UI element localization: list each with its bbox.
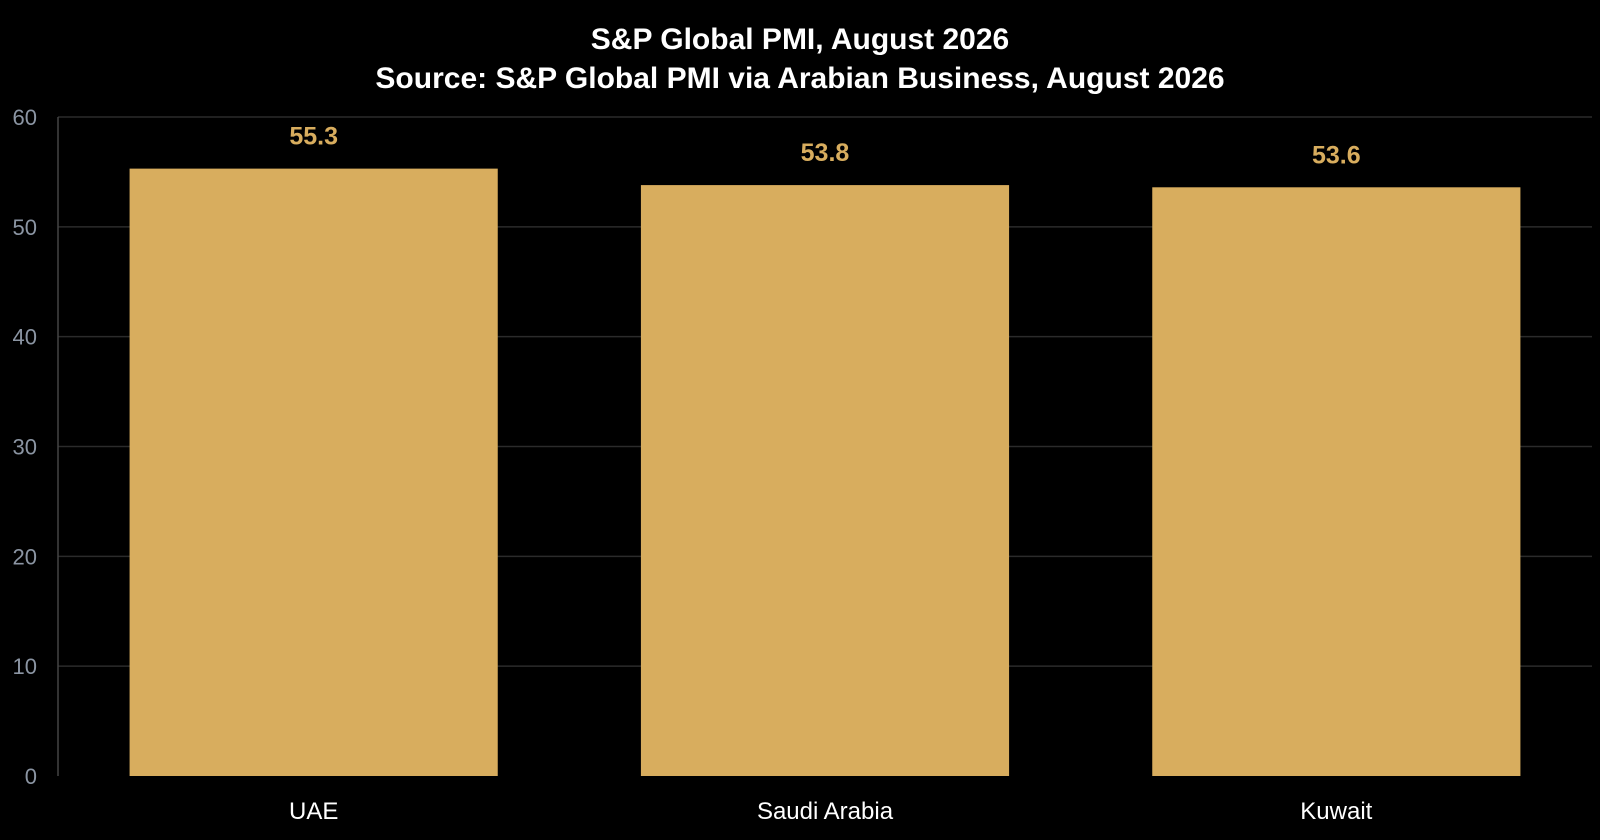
xtick-label-kuwait: Kuwait [1300, 798, 1372, 825]
ytick-label-10: 10 [13, 654, 37, 679]
xtick-label-saudi-arabia: Saudi Arabia [757, 798, 894, 825]
ytick-label-40: 40 [13, 325, 37, 350]
ytick-label-60: 60 [13, 105, 37, 130]
value-label-uae: 55.3 [289, 123, 338, 151]
label-layer: 0 10 20 30 40 50 60 55.3 UAE 53.8 Saudi Arabia 53.6… [13, 105, 1373, 825]
ytick-label-20: 20 [13, 544, 37, 569]
xtick-label-uae: UAE [289, 798, 338, 825]
bar-uae [129, 168, 498, 776]
bar-saudi-arabia [640, 185, 1010, 776]
value-label-saudi-arabia: 53.8 [801, 139, 850, 167]
chart-subtitle: Source: S&P Global PMI via Arabian Busin… [375, 62, 1224, 95]
bar-layer [129, 168, 1521, 776]
ytick-label-30: 30 [13, 435, 37, 460]
value-label-kuwait: 53.6 [1312, 141, 1361, 169]
ytick-label-0: 0 [25, 764, 37, 789]
bar-kuwait [1152, 187, 1521, 776]
ytick-label-50: 50 [13, 215, 37, 240]
chart-title: S&P Global PMI, August 2026 [591, 23, 1009, 56]
